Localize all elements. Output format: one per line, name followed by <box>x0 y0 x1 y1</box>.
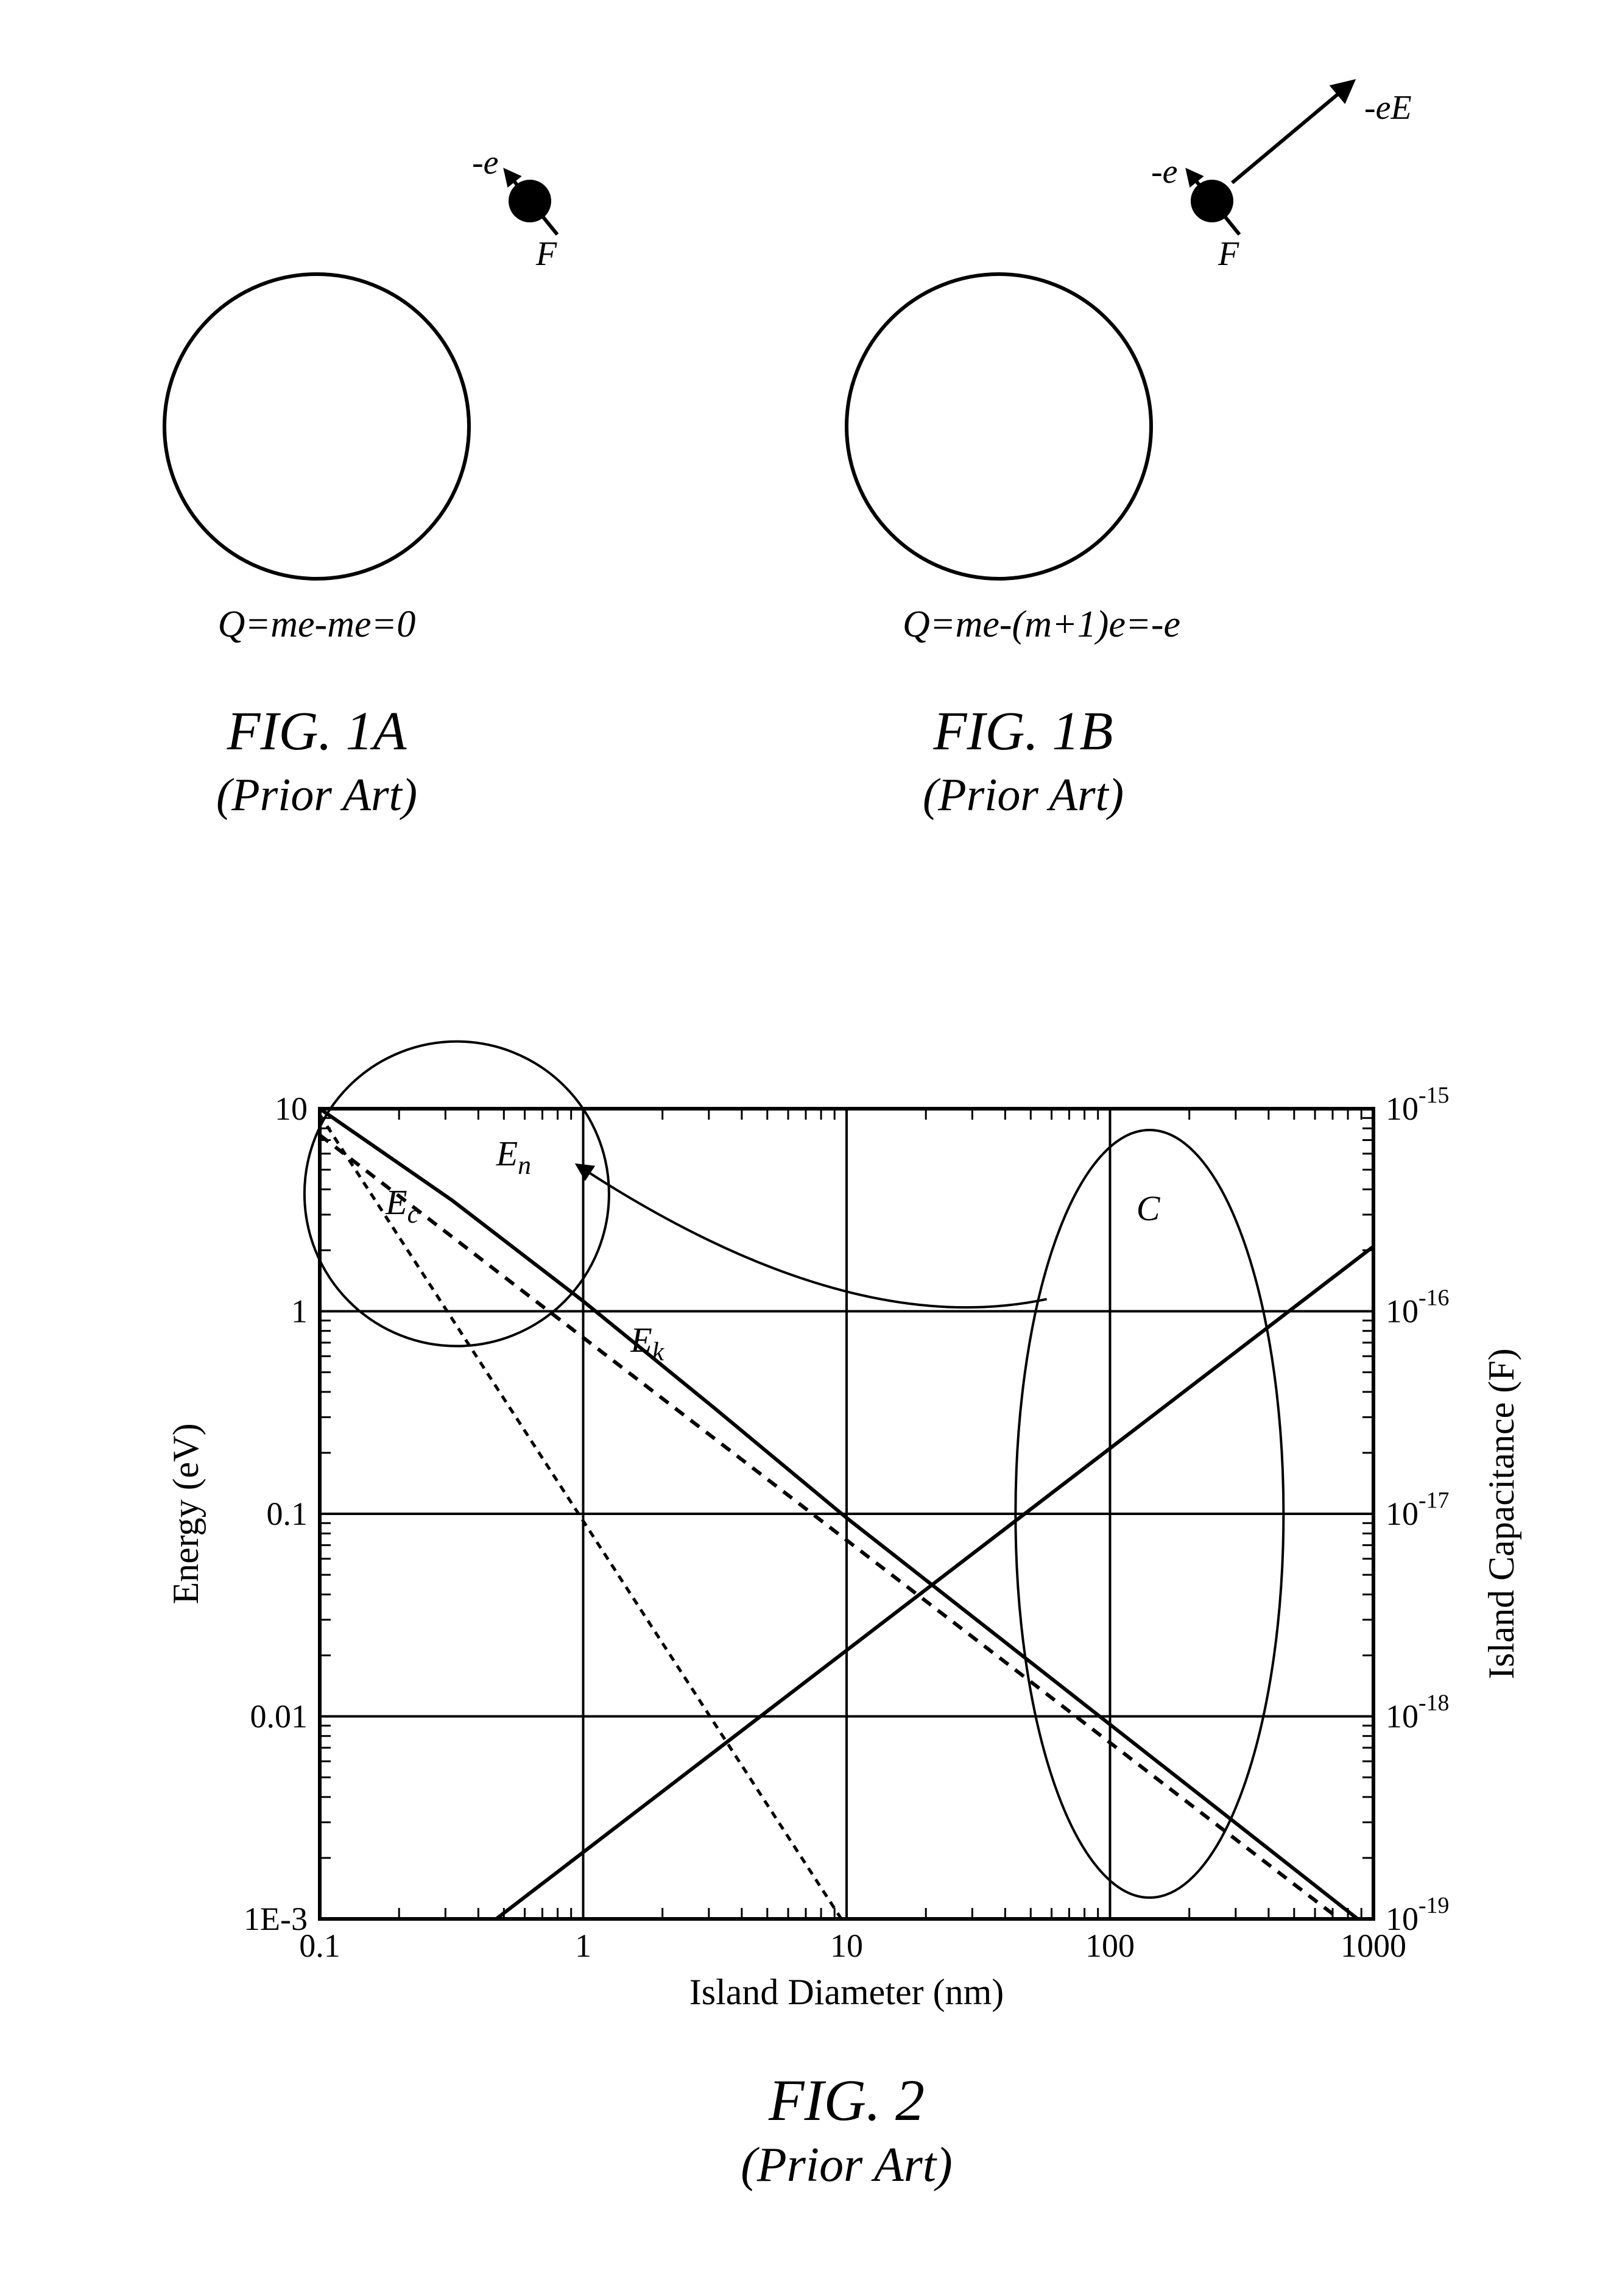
fig1a-electron-label: -e <box>472 144 499 182</box>
fig1a-force-label: F <box>535 235 557 273</box>
page: -e F Q=me-me=0 FIG. 1A (Prior Art) -e F -eE Q=me… <box>0 0 1600 2293</box>
fig2-ytick-right-label: 10-19 <box>1386 1893 1449 1937</box>
fig2-ytick-right-label: 10-15 <box>1386 1083 1449 1127</box>
figure-canvas: -e F Q=me-me=0 FIG. 1A (Prior Art) -e F -eE Q=me… <box>0 0 1600 2293</box>
fig2-ytick-left-label: 0.01 <box>250 1698 308 1735</box>
fig2-curve-label: Ec <box>385 1182 419 1229</box>
fig2-zoom-circle <box>305 1042 609 1346</box>
fig2-ytick-right-label: 10-17 <box>1386 1488 1449 1532</box>
fig1b-subtitle: (Prior Art) <box>923 769 1124 821</box>
fig1a-subtitle: (Prior Art) <box>216 769 417 821</box>
fig2-curve-C <box>496 1246 1373 1919</box>
fig1b-electron-label: -e <box>1151 153 1178 191</box>
fig1b-force-label: F <box>1218 235 1239 273</box>
fig2-subtitle: (Prior Art) <box>741 2138 952 2192</box>
fig2-ytick-left-label: 1 <box>291 1293 308 1330</box>
fig2-ytick-left-label: 10 <box>275 1090 308 1127</box>
fig2-x-axis-label: Island Diameter (nm) <box>689 1972 1004 2012</box>
fig1a-equation: Q=me-me=0 <box>218 604 416 645</box>
fig1b-island-circle <box>847 274 1151 579</box>
fig2-ytick-left-label: 1E-3 <box>244 1901 308 1937</box>
fig2-ytick-left-label: 0.1 <box>267 1496 308 1532</box>
fig1b-eE-arrow <box>1232 82 1352 183</box>
fig2-y-axis-left-label: Energy (eV) <box>166 1423 206 1604</box>
fig1b-title: FIG. 1B <box>933 701 1113 761</box>
fig2-ytick-right-label: 10-16 <box>1386 1285 1449 1330</box>
fig2-zoom-arrow <box>578 1165 1047 1307</box>
fig2-ytick-right-label: 10-18 <box>1386 1690 1449 1735</box>
fig2-title: FIG. 2 <box>768 2068 925 2133</box>
fig2-xtick-label: 10 <box>830 1927 863 1964</box>
fig2-y-axis-right-label: Island Capacitance (F) <box>1481 1348 1521 1679</box>
fig1a-island-circle <box>164 274 469 579</box>
fig2-xtick-label: 100 <box>1085 1927 1135 1964</box>
fig2-xtick-label: 1 <box>575 1927 591 1964</box>
fig2-curve-Ek <box>320 1115 841 1919</box>
fig2-curve-label: C <box>1137 1189 1161 1228</box>
fig2-curve-label: Ek <box>630 1320 664 1366</box>
fig1b-equation: Q=me-(m+1)e=-e <box>903 604 1180 645</box>
fig1b-eE-label: -eE <box>1364 89 1412 127</box>
fig2-curve-label: En <box>496 1134 531 1180</box>
fig1a-title: FIG. 1A <box>227 701 407 761</box>
